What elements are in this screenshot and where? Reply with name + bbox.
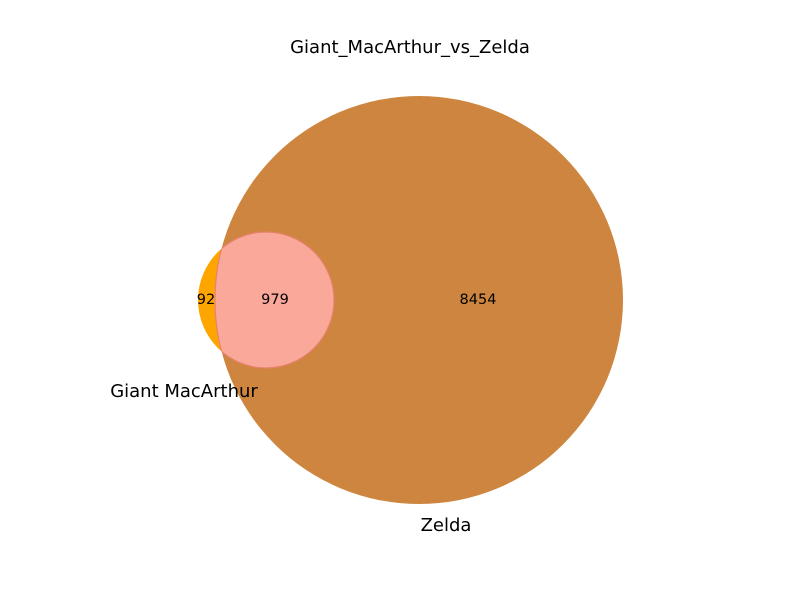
intersection-edge-inner bbox=[214, 232, 334, 368]
set-label-giant-macarthur: Giant MacArthur bbox=[110, 381, 258, 402]
set-label-zelda: Zelda bbox=[421, 515, 472, 536]
region-intersection-count: 979 bbox=[261, 292, 289, 308]
circle-zelda bbox=[215, 96, 623, 504]
region-only-giant-macarthur-count: 92 bbox=[197, 292, 215, 308]
chart-title: Giant_MacArthur_vs_Zelda bbox=[290, 37, 530, 58]
intersection-edge bbox=[215, 231, 335, 369]
region-only-zelda-count: 8454 bbox=[460, 292, 497, 308]
